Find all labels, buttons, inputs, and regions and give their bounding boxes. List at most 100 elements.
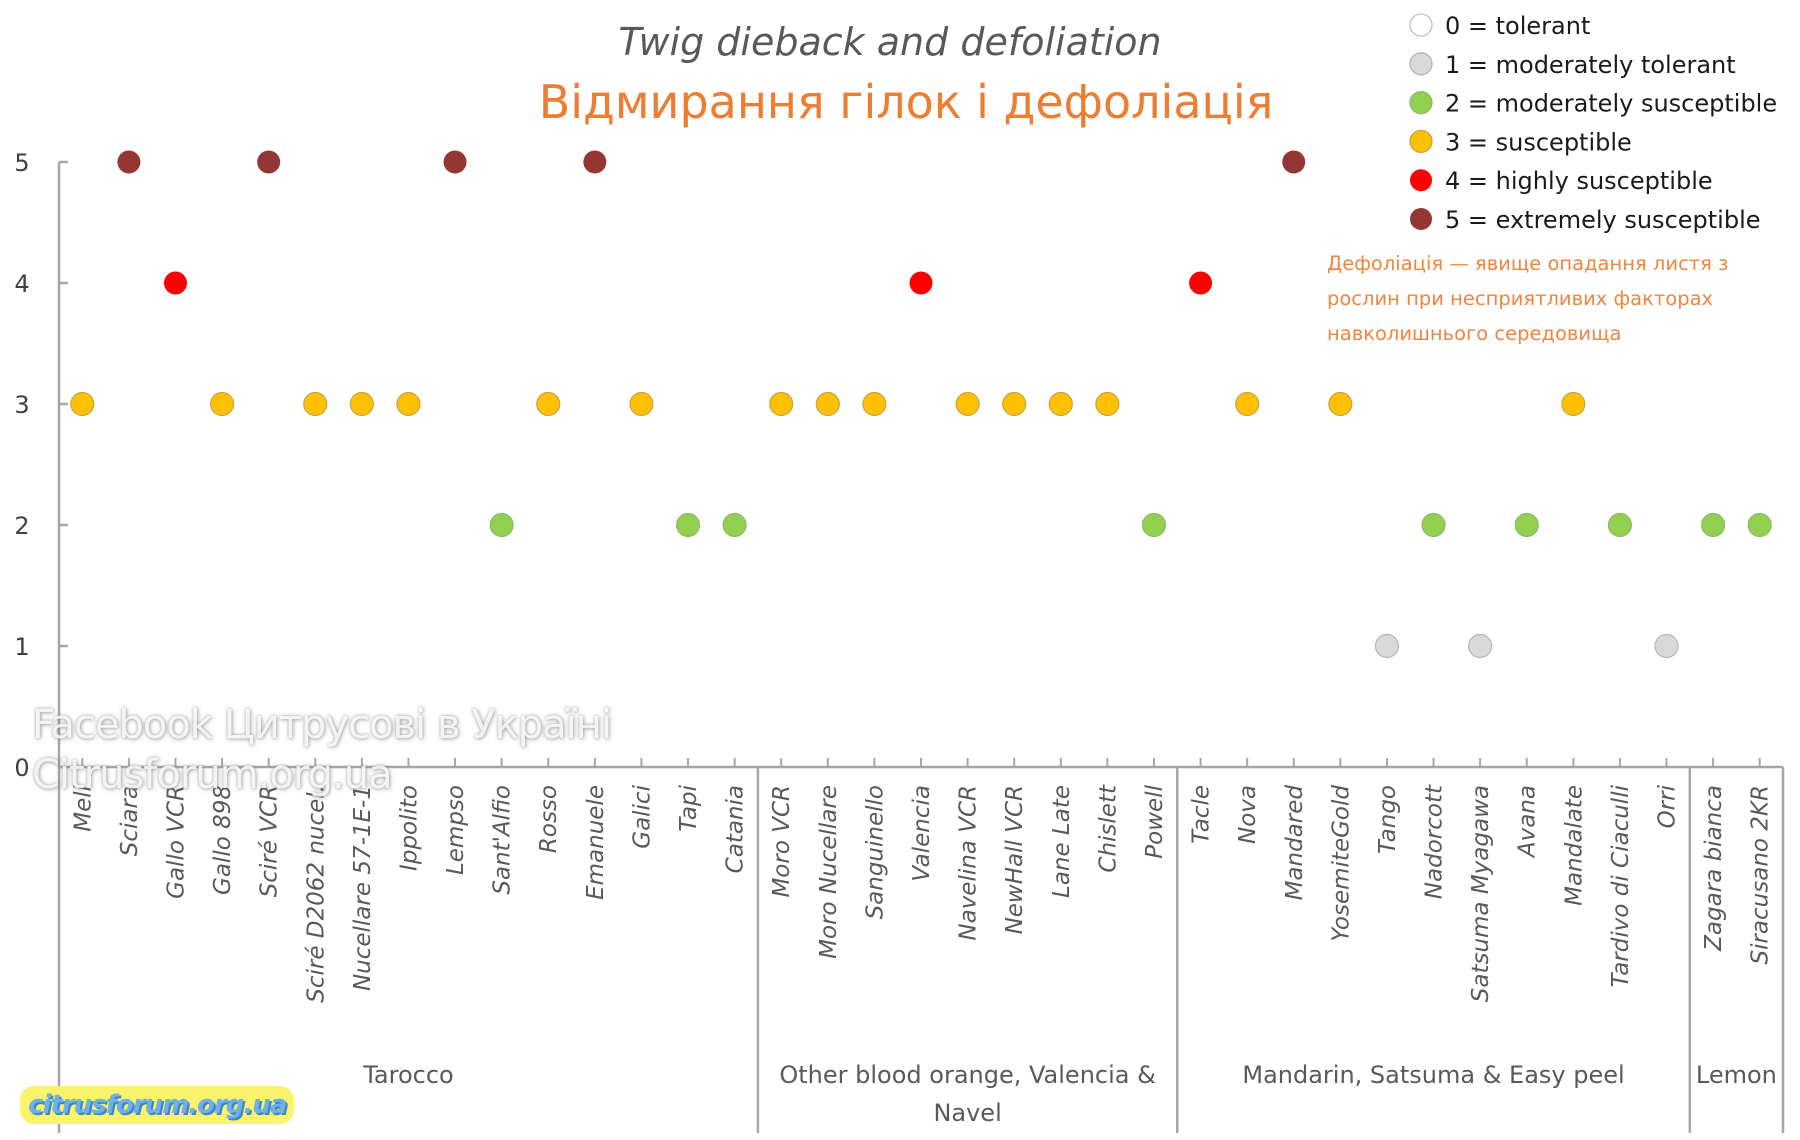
x-tick-label: Gallo VCR <box>163 785 189 899</box>
data-point <box>1374 633 1400 659</box>
x-tick-label: Sanguinello <box>862 785 888 919</box>
data-point <box>815 391 840 417</box>
data-point <box>1141 512 1167 538</box>
x-tick-label: Powell <box>1142 784 1168 858</box>
data-point <box>583 150 607 174</box>
y-tick-label: 0 <box>14 754 29 782</box>
legend-marker <box>1410 169 1432 192</box>
data-point <box>1282 150 1306 174</box>
defoliation-note: Дефоліація — явище опадання листя з росл… <box>1327 246 1787 351</box>
x-tick-label: Nadorcott <box>1422 784 1448 899</box>
data-point <box>722 512 747 538</box>
site-watermark: Citrusforum.org.ua <box>32 752 393 798</box>
site-badge-watermark: citrusforum.org.ua <box>20 1086 295 1124</box>
chart-title: Twig dieback and defoliation <box>618 20 1161 64</box>
data-point <box>862 391 887 417</box>
x-tick-label: Siracusano 2KR <box>1748 785 1774 965</box>
data-point <box>1514 512 1539 538</box>
x-tick-label: Catania <box>723 785 749 873</box>
data-point <box>1468 633 1493 659</box>
x-tick-label: Lempso <box>443 785 469 875</box>
data-point <box>303 391 328 417</box>
x-tick-label: Sant'Alfio <box>490 785 516 895</box>
y-tick-label: 1 <box>14 633 29 661</box>
x-tick-label: Nova <box>1235 785 1261 844</box>
legend-label: 5 = extremely susceptible <box>1445 206 1761 234</box>
x-tick-label: Sciré VCR <box>257 785 283 897</box>
x-axis <box>57 758 1785 1133</box>
x-tick-label: Satsuma Myagawa <box>1468 785 1494 1002</box>
legend-marker <box>1409 129 1433 154</box>
x-tick-label: Avana <box>1515 785 1541 859</box>
legend-label: 1 = moderately tolerant <box>1445 51 1736 79</box>
x-tick-label: YosemiteGold <box>1328 785 1354 942</box>
legend-marker <box>1409 13 1433 37</box>
data-point <box>209 391 235 417</box>
legend-label: 4 = highly susceptible <box>1445 167 1713 195</box>
x-tick-label: Gallo 898 <box>210 785 236 895</box>
legend-marker <box>1409 90 1433 115</box>
data-point <box>1421 512 1446 538</box>
group-label: Mandarin, Satsuma & Easy peel <box>1242 1061 1624 1089</box>
data-point <box>1002 391 1027 417</box>
group-label: Lemon <box>1696 1061 1777 1089</box>
data-point <box>675 512 701 538</box>
x-tick-label: Tango <box>1375 785 1401 854</box>
x-tick-label: Moro VCR <box>769 785 795 898</box>
data-point <box>349 391 374 417</box>
data-point <box>396 391 421 417</box>
x-tick-label: Galici <box>629 784 655 848</box>
data-point <box>1561 391 1586 417</box>
legend-label: 2 = moderately susceptible <box>1445 90 1777 118</box>
x-tick-label: Sciré D2062 nucel. <box>303 785 329 1003</box>
legend-label: 3 = susceptible <box>1445 128 1632 156</box>
x-tick-label: Tapi <box>676 784 702 831</box>
x-tick-label: Lane Late <box>1049 785 1075 898</box>
y-tick-label: 4 <box>14 270 29 298</box>
facebook-watermark: Facebook Цитрусові в Україні <box>32 702 612 748</box>
data-point <box>117 150 141 174</box>
x-tick-label: Nucellare 57-1E-1 <box>350 785 376 991</box>
data-point <box>1747 512 1772 538</box>
data-point <box>443 150 467 174</box>
x-tick-label: Navelina VCR <box>956 785 982 941</box>
x-tick-label: Emanuele <box>583 785 609 900</box>
data-point <box>1048 391 1073 417</box>
data-point <box>489 512 514 538</box>
data-point <box>536 391 561 417</box>
x-tick-label: Mandared <box>1282 785 1308 901</box>
x-tick-label: Tardivo di Ciaculli <box>1608 784 1634 987</box>
group-label: Tarocco <box>362 1061 454 1089</box>
x-tick-label: Valencia <box>909 785 935 882</box>
data-point <box>1328 391 1353 417</box>
data-point <box>769 391 794 417</box>
data-point <box>629 391 654 417</box>
x-tick-label: Rosso <box>536 785 562 853</box>
note-line: навколишнього середовища <box>1327 322 1622 345</box>
data-point <box>909 271 933 295</box>
data-point <box>955 391 980 417</box>
note-line: Дефоліація — явище опадання листя з <box>1327 252 1729 275</box>
data-point <box>1235 391 1260 417</box>
data-points <box>70 150 1772 659</box>
x-tick-label: Tacle <box>1189 785 1215 844</box>
x-tick-label: Meli <box>70 784 96 831</box>
data-point <box>163 271 187 295</box>
x-tick-label: Sciara <box>117 785 143 856</box>
group-label: Navel <box>933 1099 1001 1127</box>
x-tick-label: Orri <box>1655 784 1681 828</box>
legend-label: 0 = tolerant <box>1445 12 1590 40</box>
x-tick-label: NewHall VCR <box>1002 785 1028 934</box>
data-point <box>1189 271 1213 295</box>
data-point <box>257 150 281 174</box>
chart-subtitle: Відмирання гілок і дефоліація <box>539 75 1274 129</box>
y-axis: 0 1 2 3 4 5 <box>14 149 68 782</box>
group-labels: Tarocco Other blood orange, Valencia & Nav… <box>362 1061 1777 1127</box>
group-label: Other blood orange, Valencia & <box>779 1061 1155 1089</box>
y-tick-label: 2 <box>14 512 29 540</box>
data-point <box>1607 512 1633 538</box>
x-tick-label: Mandalate <box>1561 785 1587 906</box>
note-line: рослин при несприятливих факторах <box>1327 287 1714 310</box>
legend-marker <box>1409 52 1433 76</box>
